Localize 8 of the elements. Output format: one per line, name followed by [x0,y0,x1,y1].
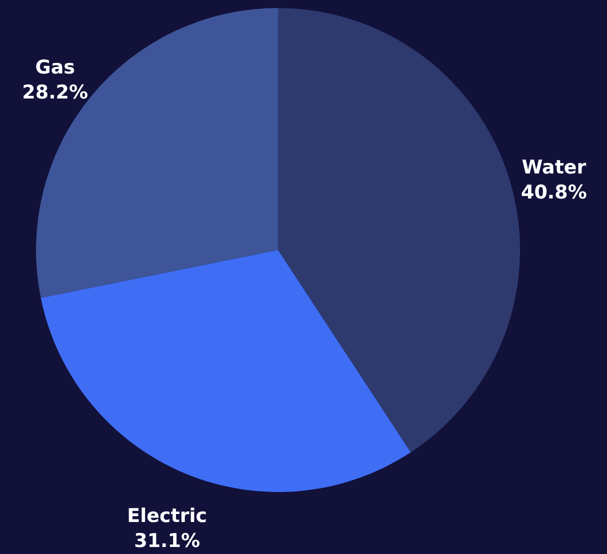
data-label: 40.8% [520,182,587,204]
data-label: 28.2% [22,82,88,104]
pie-slice [40,250,411,492]
slice-label: Electric [127,504,207,527]
data-label: 31.1% [134,530,200,552]
pie-slice [278,8,520,452]
slice-label: Gas [35,56,75,79]
slice-label: Water [522,156,587,179]
